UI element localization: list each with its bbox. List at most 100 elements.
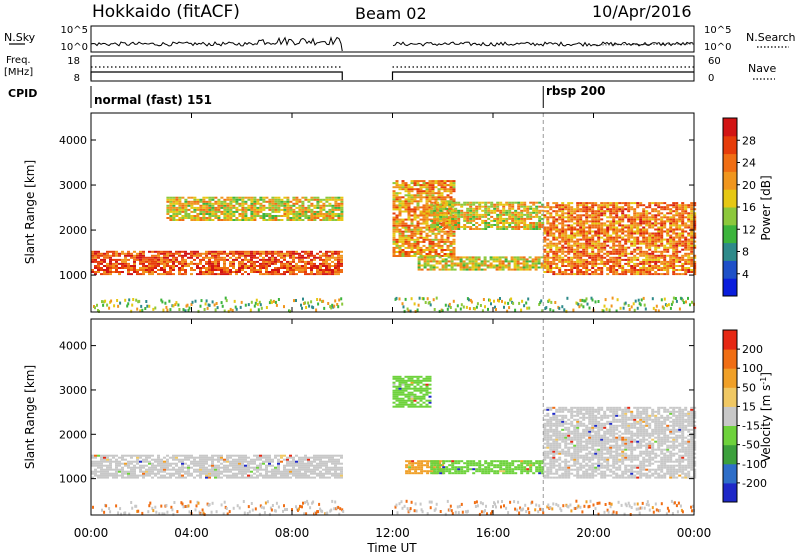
echo-cell	[181, 204, 185, 207]
echo-cell	[295, 198, 299, 201]
echo-cell	[193, 269, 196, 271]
echo-cell	[657, 236, 661, 239]
echo-cell	[395, 214, 399, 217]
echo-cell	[487, 211, 491, 214]
echo-cell	[425, 200, 429, 203]
echo-cell	[325, 219, 329, 221]
echo-cell	[283, 213, 287, 215]
echo-cell	[148, 250, 151, 253]
echo-cell	[241, 472, 244, 475]
echo-cell	[247, 476, 250, 479]
echo-cell	[404, 253, 408, 255]
echo-cell	[205, 254, 208, 257]
echo-cell	[600, 244, 604, 247]
echo-cell	[693, 262, 697, 265]
echo-cell	[169, 196, 173, 199]
echo-cell	[220, 196, 224, 199]
echo-cell	[481, 205, 485, 208]
echo-cell	[606, 236, 610, 239]
echo-cell	[106, 458, 109, 461]
echo-cell	[430, 203, 434, 206]
echo-cell	[410, 186, 414, 189]
echo-cell	[298, 256, 301, 259]
echo-cell	[466, 201, 470, 204]
echo-cell	[672, 242, 676, 245]
echo-cell	[666, 230, 670, 233]
echo-cell	[567, 260, 571, 263]
echo-cell	[259, 202, 263, 205]
echo-cell	[431, 190, 435, 193]
echo-cell	[172, 466, 175, 469]
echo-cell	[605, 307, 608, 311]
echo-cell	[142, 256, 145, 259]
echo-cell	[178, 454, 181, 457]
echo-cell	[205, 299, 208, 303]
echo-cell	[127, 454, 130, 457]
echo-cell	[563, 308, 566, 312]
echo-cell	[504, 256, 508, 259]
echo-cell	[470, 300, 473, 304]
echo-cell	[612, 271, 616, 273]
echo-cell	[255, 298, 258, 302]
echo-cell	[141, 308, 144, 312]
echo-cell	[520, 226, 524, 228]
echo-cell	[549, 262, 553, 265]
echo-cell	[232, 476, 235, 479]
echo-cell	[558, 258, 562, 261]
echo-cell	[277, 260, 280, 263]
echo-cell	[561, 265, 565, 267]
echo-cell	[238, 456, 241, 459]
echo-cell	[325, 271, 328, 273]
echo-cell	[253, 269, 256, 271]
echo-cell	[535, 226, 539, 228]
echo-cell	[247, 273, 250, 276]
echo-cell	[256, 252, 259, 255]
echo-cell	[97, 454, 100, 457]
echo-cell	[244, 454, 247, 457]
echo-cell	[409, 309, 412, 313]
cpid-label: CPID	[8, 87, 37, 100]
echo-cell	[265, 468, 268, 471]
echo-cell	[310, 250, 313, 253]
echo-cell	[564, 224, 568, 227]
echo-cell	[151, 458, 154, 461]
echo-cell	[452, 216, 456, 219]
echo-cell	[645, 232, 649, 235]
echo-cell	[499, 201, 503, 204]
echo-cell	[567, 273, 571, 276]
echo-cell	[286, 206, 290, 209]
echo-cell	[648, 216, 652, 219]
echo-cell	[618, 210, 622, 213]
echo-cell	[416, 180, 420, 183]
echo-cell	[130, 256, 133, 259]
echo-cell	[510, 297, 513, 301]
echo-cell	[238, 470, 241, 473]
echo-cell	[97, 474, 100, 477]
echo-cell	[627, 258, 631, 261]
echo-cell	[211, 219, 215, 221]
echo-cell	[112, 460, 115, 463]
echo-cell	[275, 303, 278, 307]
echo-cell	[436, 205, 440, 208]
echo-cell	[472, 207, 476, 210]
echo-cell	[196, 267, 199, 269]
echo-cell	[426, 256, 430, 259]
echo-cell	[214, 273, 217, 276]
echo-cell	[178, 202, 182, 205]
echo-cell	[552, 226, 556, 229]
echo-cell	[615, 273, 619, 276]
echo-cell	[633, 242, 637, 245]
echo-cell	[413, 194, 417, 197]
echo-cell	[675, 258, 679, 261]
echo-cell	[493, 207, 497, 210]
echo-cell	[175, 202, 179, 205]
echo-cell	[118, 474, 121, 477]
echo-cell	[549, 206, 553, 209]
echo-cell	[428, 301, 431, 304]
echo-cell	[187, 204, 191, 207]
echo-cell	[440, 228, 444, 231]
echo-cell	[286, 208, 290, 211]
echo-cell	[669, 220, 673, 223]
echo-cell	[487, 207, 491, 210]
echo-cell	[535, 222, 539, 224]
